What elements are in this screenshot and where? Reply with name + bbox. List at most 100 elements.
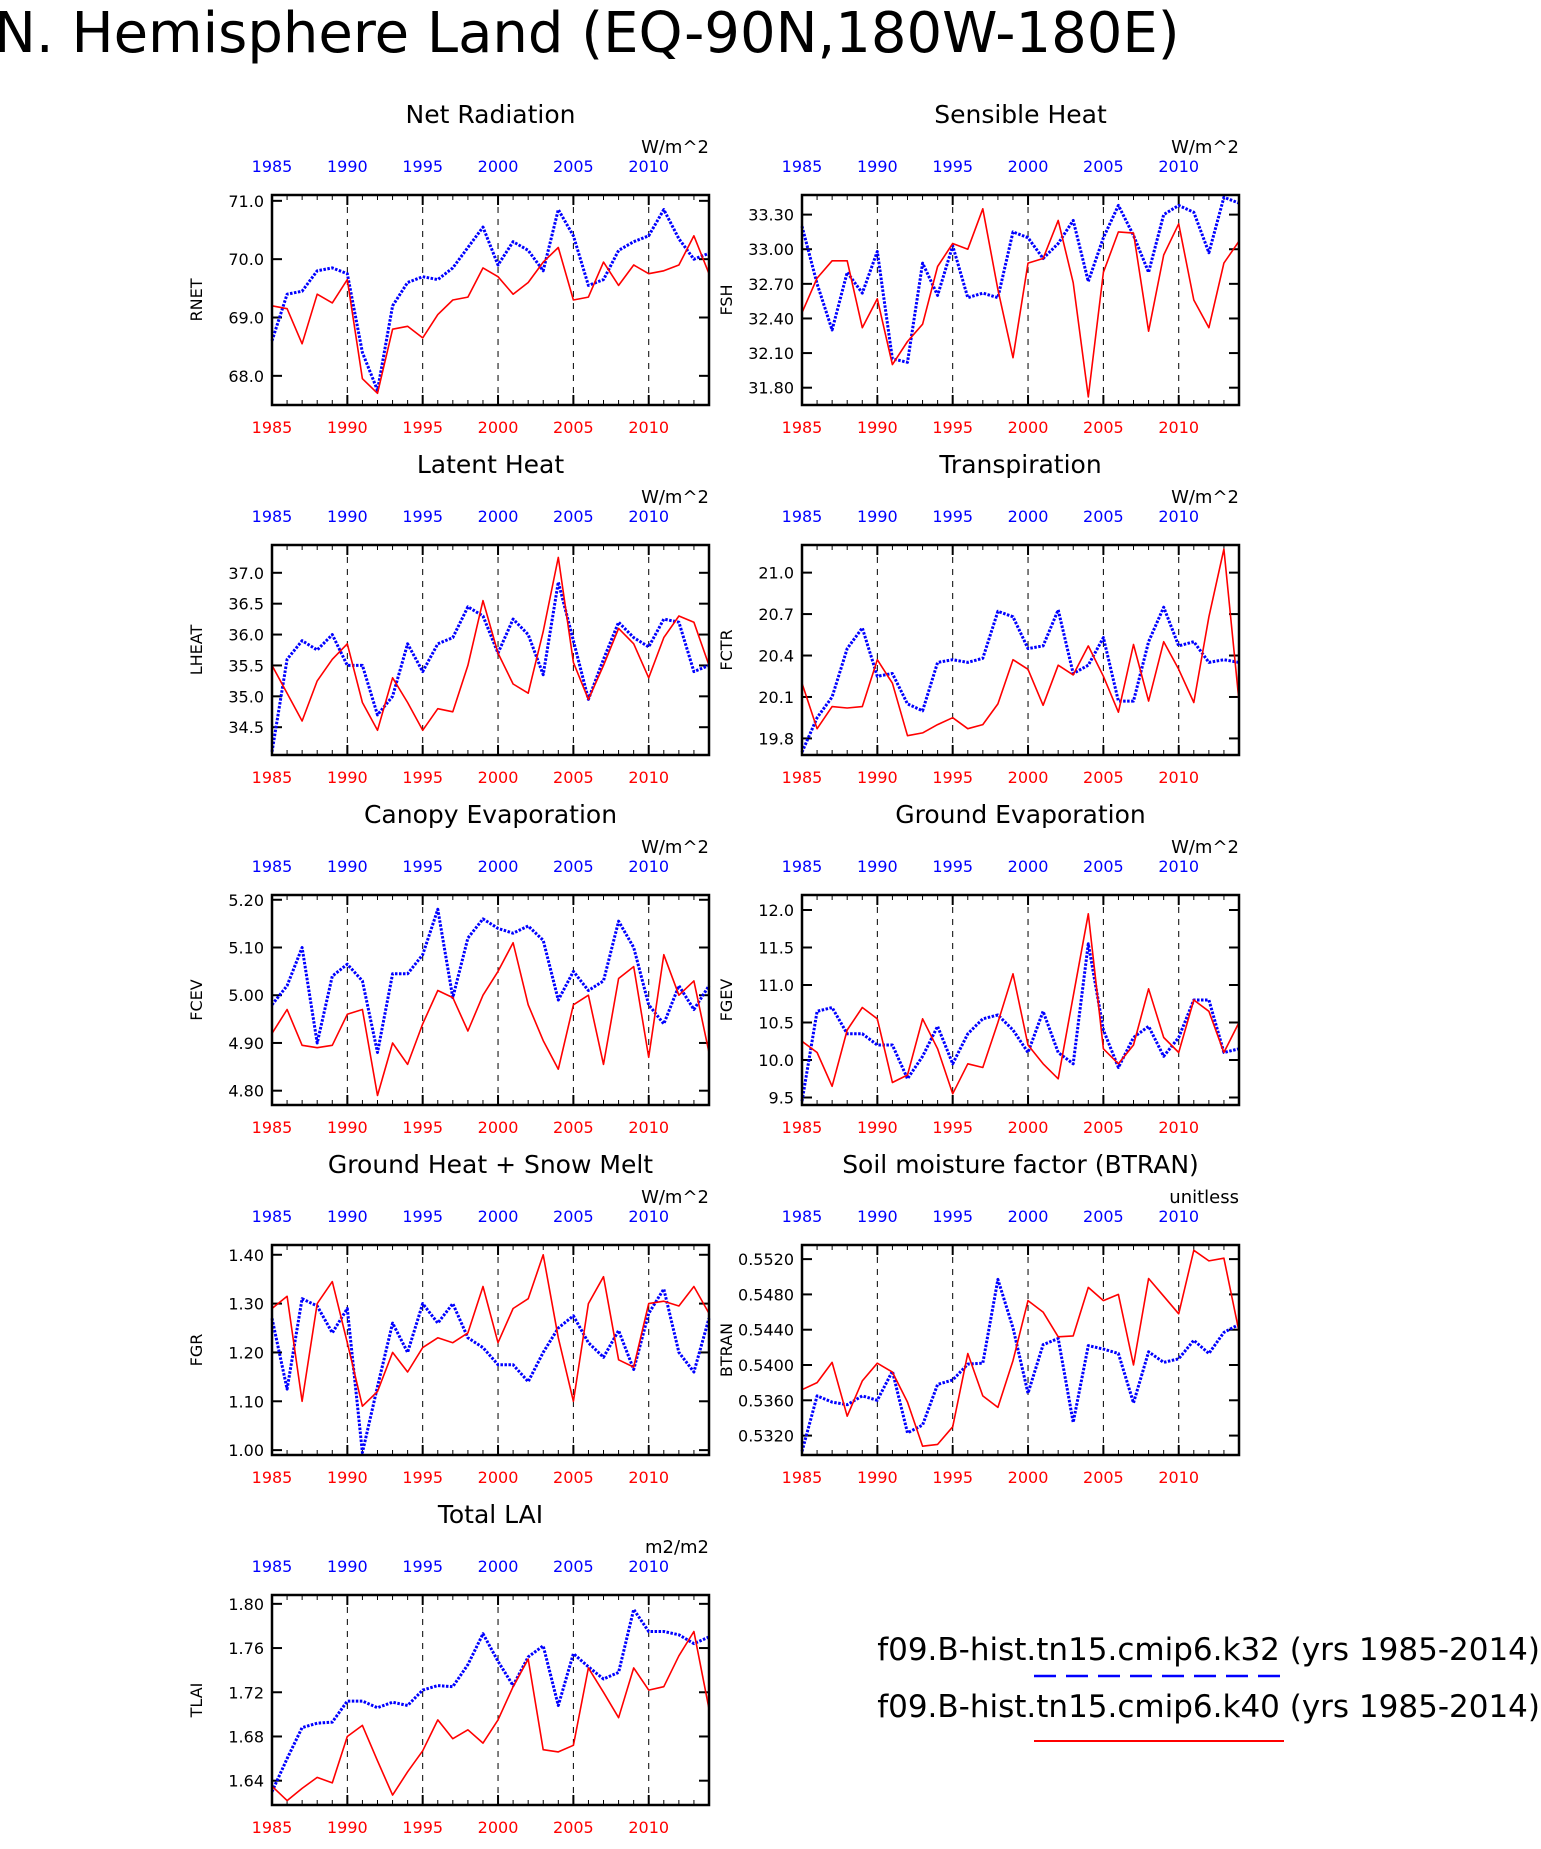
- x-tick-label-top: 2000: [478, 507, 519, 526]
- x-tick-label-bottom: 1990: [327, 418, 368, 437]
- x-tick-label-bottom: 1985: [252, 418, 293, 437]
- x-tick-label-bottom: 1995: [402, 1118, 443, 1137]
- x-tick-label-top: 2000: [478, 857, 519, 876]
- y-tick-label: 0.5400: [738, 1356, 794, 1375]
- x-tick-label-bottom: 1995: [402, 1818, 443, 1837]
- x-tick-label-top: 2010: [1158, 857, 1199, 876]
- panel-sensible-heat: Sensible Heat W/m^2 FSH 1985 1985 1990 1990 199…: [717, 100, 1241, 437]
- x-tick-label-top: 1995: [932, 157, 973, 176]
- panel-ground-evaporation: Ground Evaporation W/m^2 FGEV 1985 1985 1990 1…: [717, 800, 1241, 1137]
- x-tick-label-bottom: 2000: [1008, 1118, 1049, 1137]
- x-tick-label-top: 1995: [932, 1207, 973, 1226]
- x-tick-label-top: 1985: [252, 1557, 293, 1576]
- y-axis-label: LHEAT: [187, 625, 206, 676]
- y-tick-label: 0.5320: [738, 1427, 794, 1446]
- x-tick-label-bottom: 1985: [252, 768, 293, 787]
- legend: f09.B-hist.tn15.cmip6.k32 (yrs 1985-2014…: [877, 1632, 1540, 1742]
- legend-label-k32: f09.B-hist.tn15.cmip6.k32 (yrs 1985-2014…: [877, 1632, 1540, 1668]
- units-label: W/m^2: [1171, 487, 1239, 508]
- y-tick-label: 1.20: [228, 1343, 264, 1362]
- series-line-k40: [271, 556, 710, 732]
- series-line-k32: [800, 1277, 1240, 1452]
- panel-title: Latent Heat: [417, 450, 565, 479]
- x-tick-label-top: 1995: [932, 857, 973, 876]
- y-tick-label: 19.8: [758, 729, 794, 748]
- y-tick-label: 33.00: [748, 240, 794, 259]
- x-tick-label-bottom: 2000: [478, 418, 519, 437]
- x-tick-label-top: 1990: [327, 857, 368, 876]
- x-tick-label-bottom: 1990: [857, 1118, 898, 1137]
- x-tick-label-bottom: 2010: [628, 1468, 669, 1487]
- y-tick-label: 5.20: [228, 891, 264, 910]
- y-tick-label: 11.0: [758, 976, 794, 995]
- y-tick-label: 32.10: [748, 344, 794, 363]
- x-tick-label-bottom: 2000: [478, 768, 519, 787]
- y-tick-label: 10.0: [758, 1051, 794, 1070]
- x-tick-label-top: 2005: [1083, 857, 1124, 876]
- x-tick-label-bottom: 2010: [628, 1118, 669, 1137]
- y-tick-label: 31.80: [748, 379, 794, 398]
- x-tick-label-top: 2010: [628, 1207, 669, 1226]
- x-tick-label-bottom: 2000: [478, 1118, 519, 1137]
- y-axis-label: FCTR: [717, 629, 736, 670]
- x-tick-label-top: 2005: [553, 507, 594, 526]
- y-axis-label: BTRAN: [717, 1323, 736, 1377]
- x-tick-label-bottom: 1985: [252, 1818, 293, 1837]
- x-tick-label-top: 2000: [1008, 507, 1049, 526]
- series-line-k32: [270, 1287, 711, 1455]
- x-tick-label-top: 2010: [1158, 157, 1199, 176]
- y-axis-label: TLAI: [187, 1683, 206, 1719]
- y-tick-label: 1.64: [228, 1772, 264, 1791]
- x-tick-label-bottom: 1995: [402, 1468, 443, 1487]
- y-tick-label: 35.5: [228, 656, 264, 675]
- x-tick-label-bottom: 1985: [252, 1468, 293, 1487]
- panel-total-lai: Total LAI m2/m2 TLAI 1985 1985 1990 1990 1995 19…: [187, 1500, 711, 1837]
- y-tick-label: 20.1: [758, 688, 794, 707]
- y-tick-label: 20.4: [758, 647, 794, 666]
- x-tick-label-top: 2010: [628, 157, 669, 176]
- panel-canopy-evaporation: Canopy Evaporation W/m^2 FCEV 1985 1985 1990 1…: [187, 800, 711, 1137]
- series-line-k40: [271, 1630, 710, 1802]
- y-tick-label: 69.0: [228, 309, 264, 328]
- units-label: W/m^2: [641, 487, 709, 508]
- y-tick-label: 1.72: [228, 1683, 264, 1702]
- y-axis-label: FGEV: [717, 979, 736, 1022]
- series-line-k40: [801, 1249, 1240, 1447]
- y-tick-label: 10.5: [758, 1014, 794, 1033]
- x-tick-label-bottom: 1990: [857, 1468, 898, 1487]
- x-tick-label-top: 1990: [857, 157, 898, 176]
- panel-title: Transpiration: [938, 450, 1101, 479]
- x-tick-label-top: 1985: [252, 507, 293, 526]
- x-tick-label-top: 1985: [782, 857, 823, 876]
- x-tick-label-top: 1985: [252, 857, 293, 876]
- x-tick-label-bottom: 2005: [553, 768, 594, 787]
- x-tick-label-bottom: 2010: [628, 418, 669, 437]
- x-tick-label-top: 1985: [252, 157, 293, 176]
- x-tick-label-bottom: 2005: [553, 418, 594, 437]
- x-tick-label-bottom: 2010: [1158, 768, 1199, 787]
- y-axis-label: FSH: [717, 284, 736, 315]
- y-tick-label: 1.76: [228, 1639, 264, 1658]
- x-tick-label-bottom: 2005: [1083, 1468, 1124, 1487]
- y-tick-label: 0.5480: [738, 1285, 794, 1304]
- x-tick-label-top: 2000: [478, 1207, 519, 1226]
- y-tick-label: 36.0: [228, 626, 264, 645]
- y-axis-label: RNET: [187, 278, 206, 321]
- legend-label-k40: f09.B-hist.tn15.cmip6.k40 (yrs 1985-2014…: [877, 1689, 1540, 1725]
- y-tick-label: 1.40: [228, 1246, 264, 1265]
- panel-ground-heat-snow-melt: Ground Heat + Snow Melt W/m^2 FGR 1985 1985 1…: [187, 1150, 711, 1487]
- x-tick-label-bottom: 2010: [1158, 1468, 1199, 1487]
- y-tick-label: 35.0: [228, 687, 264, 706]
- panel-title: Ground Heat + Snow Melt: [328, 1150, 653, 1179]
- x-tick-label-bottom: 1990: [327, 768, 368, 787]
- panel-soil-moisture-factor-btran: Soil moisture factor (BTRAN) unitless BTRA…: [717, 1150, 1241, 1487]
- x-tick-label-top: 2005: [1083, 507, 1124, 526]
- x-tick-label-top: 1985: [782, 1207, 823, 1226]
- panel-transpiration: Transpiration W/m^2 FCTR 1985 1985 1990 1990 19…: [717, 450, 1241, 787]
- series-line-k32: [270, 580, 710, 753]
- plot-frame: [270, 1243, 711, 1457]
- x-tick-label-bottom: 1990: [327, 1818, 368, 1837]
- x-tick-label-bottom: 1985: [782, 768, 823, 787]
- plot-frame: [800, 893, 1241, 1107]
- units-label: W/m^2: [641, 837, 709, 858]
